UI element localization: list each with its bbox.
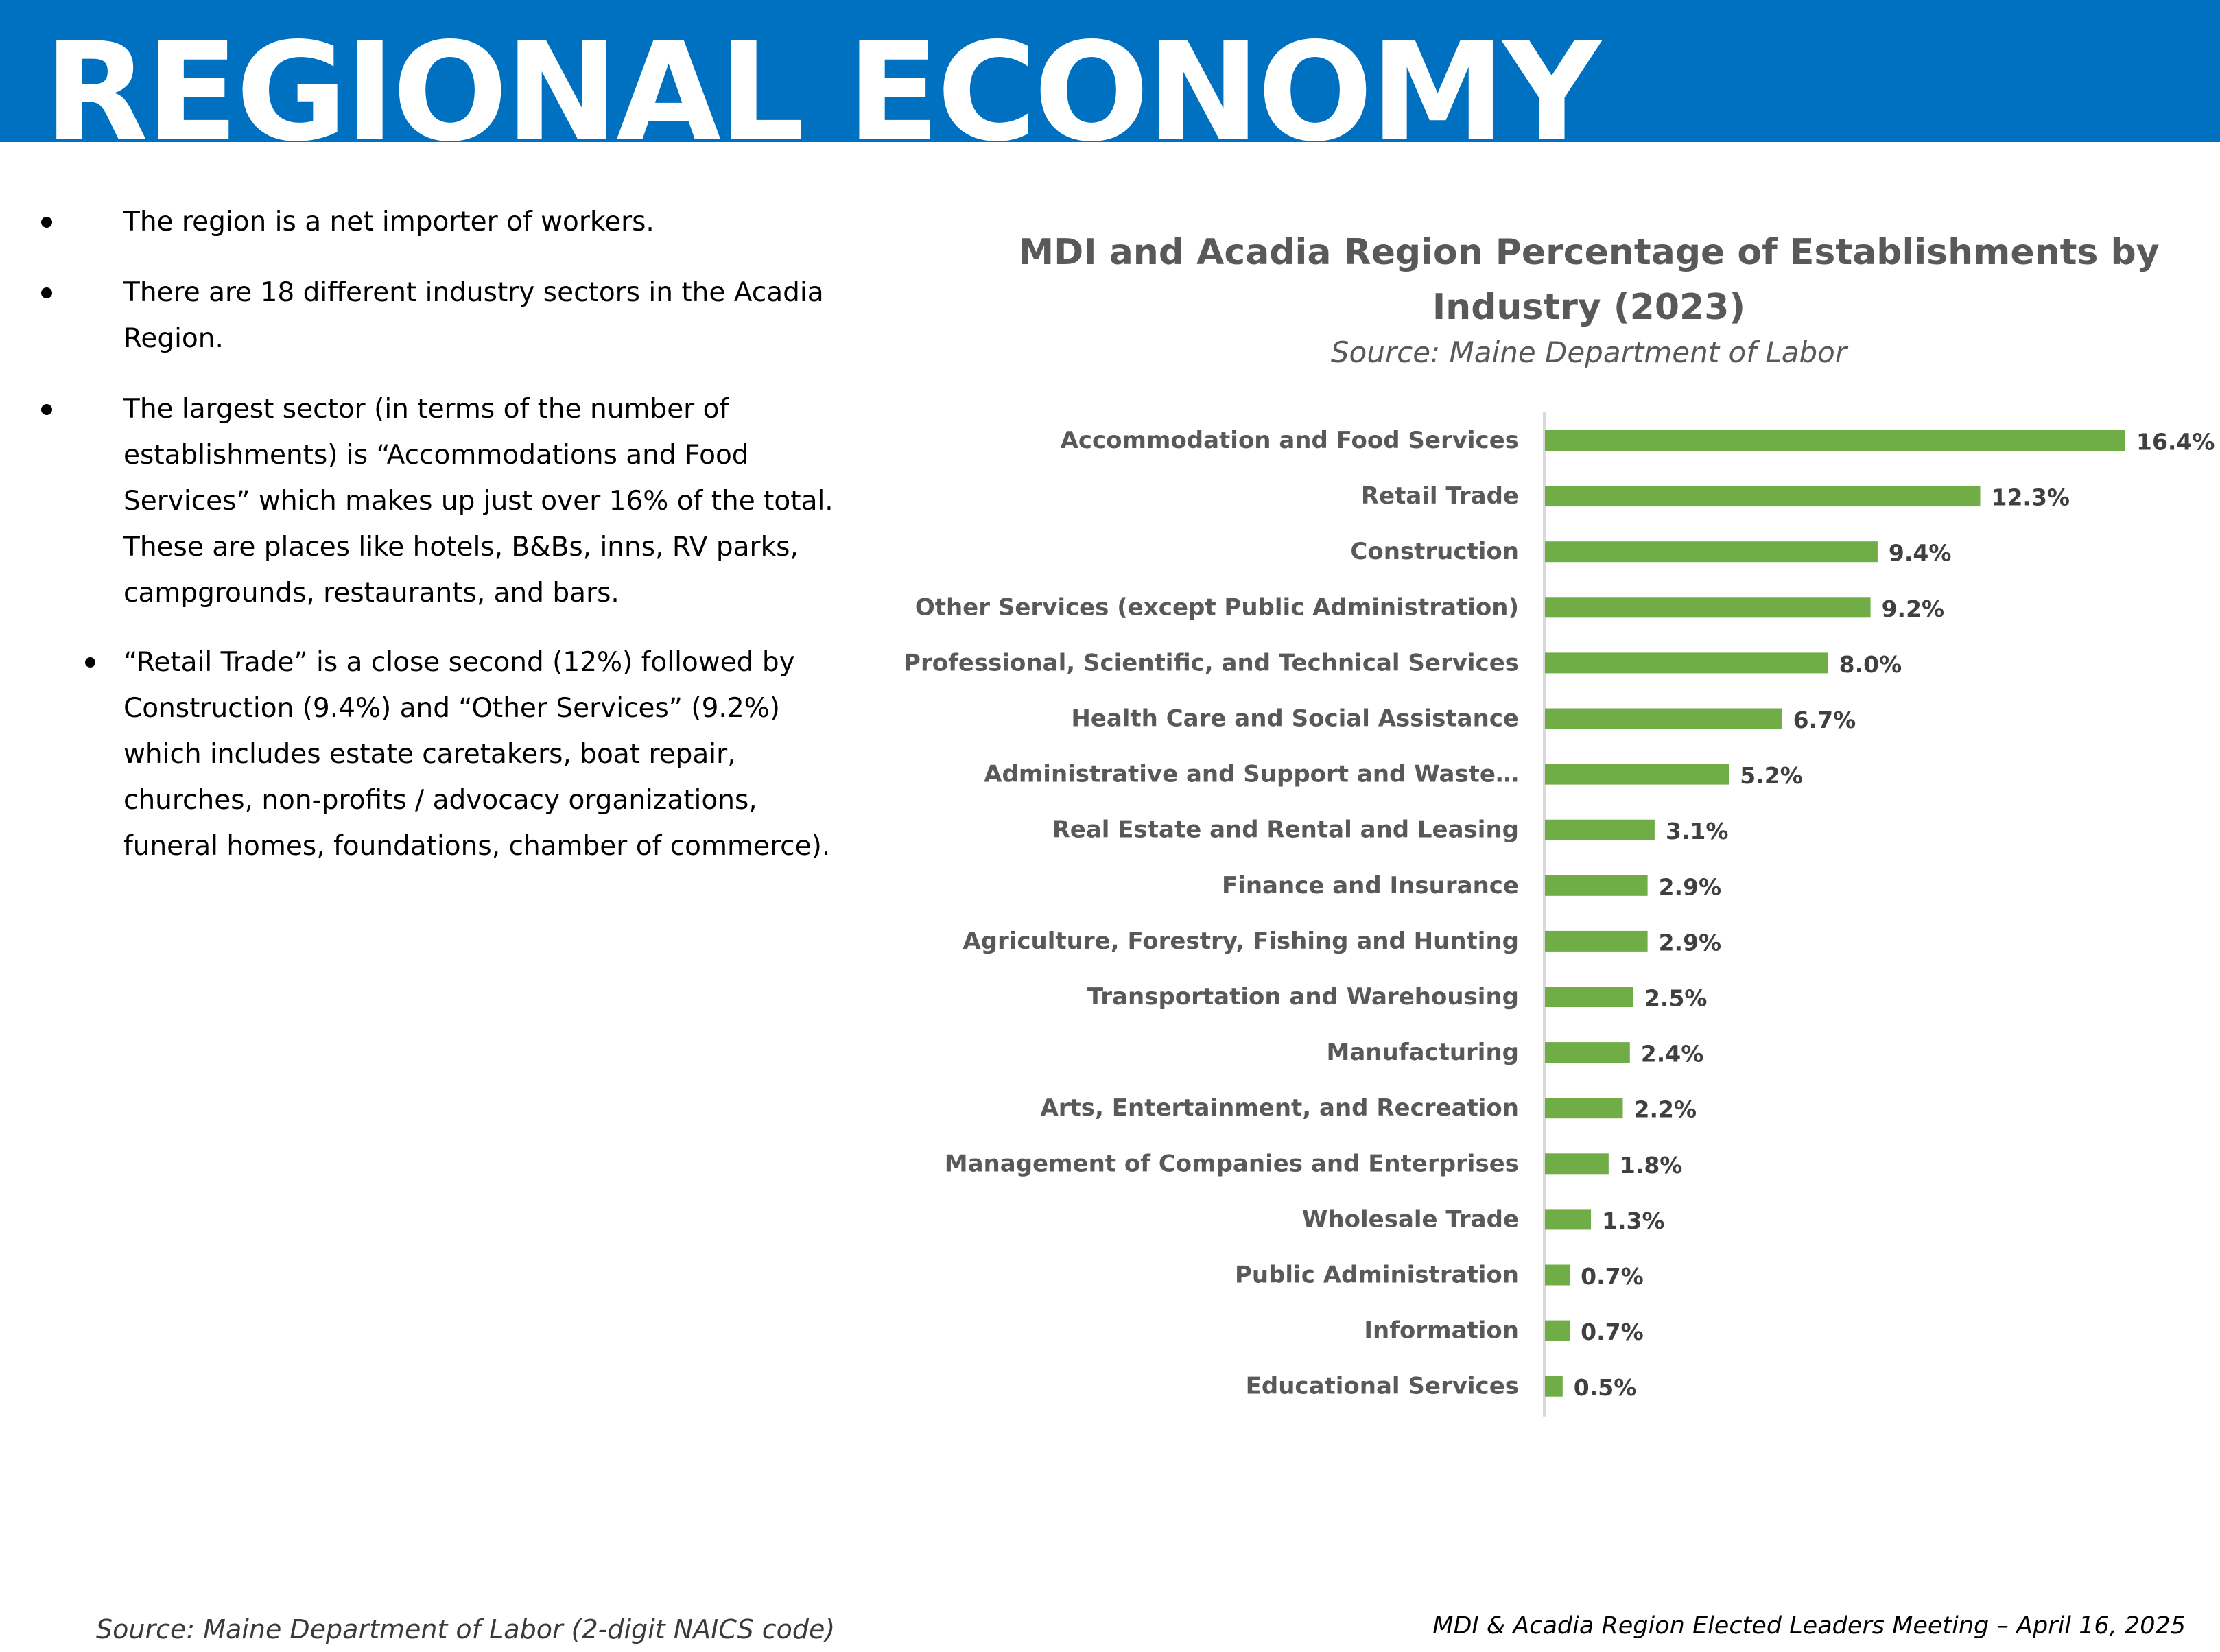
bar [1545, 1209, 1592, 1230]
category-label: Construction [1350, 538, 1519, 565]
bullet-dot-icon [41, 287, 52, 298]
category-label: Manufacturing [1327, 1039, 1520, 1066]
chart-plot: Accommodation and Food Services 16.4% Reta… [904, 412, 2215, 1417]
data-label: 12.3% [1992, 484, 2070, 511]
bar [1545, 819, 1655, 840]
data-label: 0.7% [1581, 1319, 1644, 1345]
data-label: 5.2% [1740, 762, 1803, 789]
data-label: 1.3% [1602, 1207, 1665, 1234]
bullet-dot-icon [41, 217, 52, 228]
category-label: Retail Trade [1361, 482, 1519, 510]
bar [1545, 1264, 1570, 1286]
category-label: Management of Companies and Enterprises [945, 1150, 1519, 1177]
data-label: 2.4% [1641, 1041, 1704, 1067]
data-label: 8.0% [1839, 651, 1902, 678]
category-label: Professional, Scientific, and Technical … [904, 649, 1519, 676]
data-label: 2.9% [1659, 929, 1722, 956]
category-label: Agriculture, Forestry, Fishing and Hunti… [963, 928, 1519, 955]
data-label: 9.2% [1882, 595, 1945, 622]
industry-bar-chart: MDI and Acadia Region Percentage of Esta… [904, 232, 2215, 1417]
bar [1545, 1042, 1630, 1063]
bullet-dot-icon [41, 404, 52, 415]
data-label: 0.5% [1574, 1374, 1637, 1401]
bar [1545, 486, 1981, 507]
bar [1545, 652, 1828, 674]
category-label: Wholesale Trade [1302, 1205, 1519, 1233]
data-label: 16.4% [2136, 429, 2215, 456]
category-label: Arts, Entertainment, and Recreation [1040, 1094, 1519, 1122]
page-title: REGIONAL ECONOMY [44, 13, 1601, 143]
category-label: Information [1364, 1317, 1519, 1345]
data-label: 9.4% [1889, 540, 1952, 567]
category-label: Public Administration [1235, 1262, 1519, 1289]
bar [1545, 430, 2125, 451]
bar [1545, 708, 1782, 729]
category-label: Accommodation and Food Services [1061, 427, 1519, 454]
bullet-text: The region is a net importer of workers. [123, 206, 654, 237]
bar [1545, 875, 1648, 896]
chart-title: MDI and Acadia Region Percentage of Esta… [1018, 232, 2160, 328]
footer-source: Source: Maine Department of Labor (2-dig… [96, 1614, 836, 1644]
category-label: Health Care and Social Assistance [1071, 705, 1519, 733]
bullet-dot-icon [85, 657, 95, 668]
data-label: 2.9% [1659, 873, 1722, 900]
data-label: 1.8% [1620, 1152, 1683, 1179]
chart-subtitle: Source: Maine Department of Labor [1330, 335, 1847, 369]
bar [1545, 597, 1871, 618]
data-label: 6.7% [1793, 707, 1856, 733]
bullet-text: There are 18 different industry sectors … [123, 277, 824, 354]
data-label: 3.1% [1666, 818, 1729, 845]
bar [1545, 1320, 1570, 1341]
bar [1545, 1376, 1563, 1397]
category-label: Transportation and Warehousing [1087, 983, 1519, 1011]
category-label: Educational Services [1246, 1373, 1519, 1400]
category-label: Real Estate and Rental and Leasing [1052, 816, 1519, 844]
bar [1545, 930, 1648, 952]
category-label: Finance and Insurance [1222, 872, 1519, 899]
data-label: 2.2% [1633, 1096, 1697, 1123]
bar [1545, 764, 1729, 785]
data-label: 2.5% [1644, 985, 1708, 1012]
bar [1545, 1098, 1623, 1119]
header-band: REGIONAL ECONOMY [0, 0, 2220, 142]
category-label: Administrative and Support and Waste… [984, 761, 1519, 788]
footer-meeting: MDI & Acadia Region Elected Leaders Meet… [1432, 1612, 2186, 1640]
data-label: 0.7% [1581, 1263, 1644, 1290]
bullet-text: The largest sector (in terms of the numb… [123, 394, 834, 609]
category-label: Other Services (except Public Administra… [915, 593, 1519, 621]
bar [1545, 987, 1633, 1007]
bullet-text: “Retail Trade” is a close second (12%) f… [123, 647, 831, 862]
bar [1545, 541, 1878, 563]
bar [1545, 1153, 1609, 1175]
